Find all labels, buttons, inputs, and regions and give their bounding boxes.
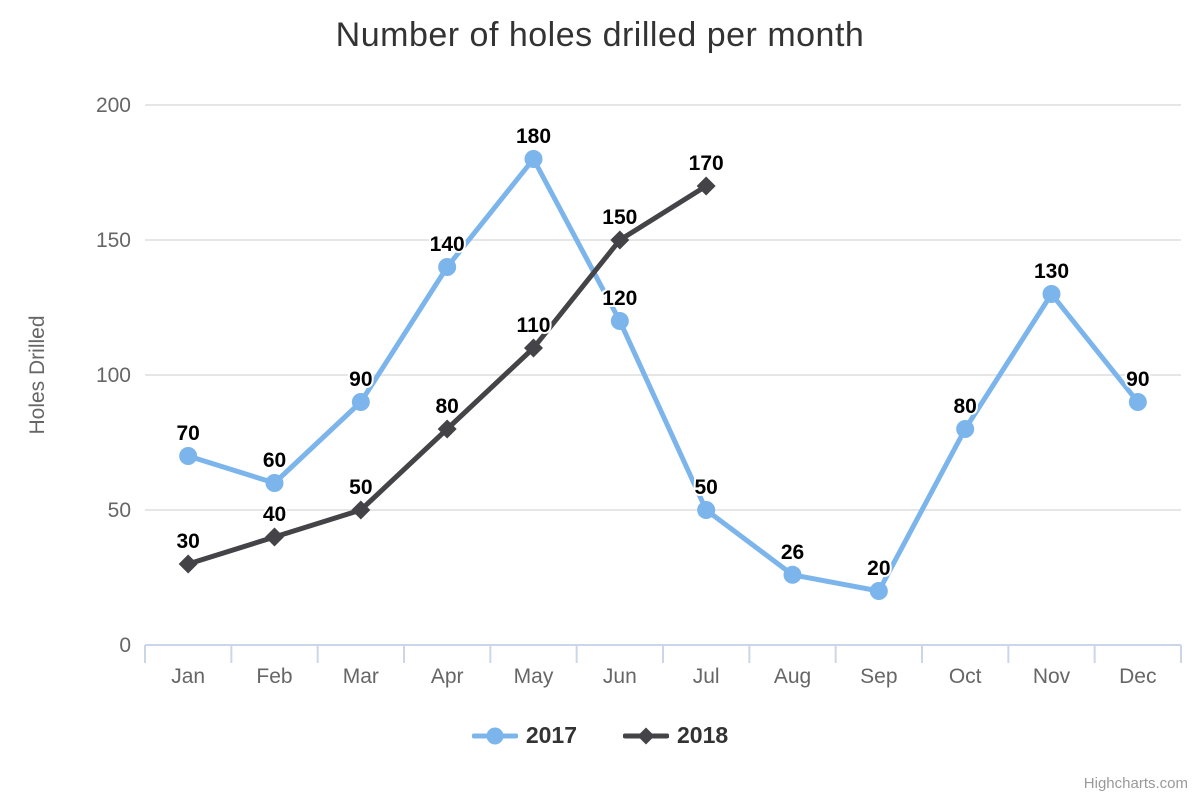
legend-label[interactable]: 2017 (525, 722, 577, 748)
x-axis-tick-label: Aug (774, 665, 811, 688)
data-point-label: 60 (263, 449, 286, 472)
data-point-label: 70 (176, 422, 199, 445)
y-axis-title: Holes Drilled (26, 315, 49, 434)
x-axis-tick-label: Mar (343, 665, 379, 688)
x-axis-tick-label: Feb (256, 665, 292, 688)
data-point-marker-circle[interactable] (1042, 285, 1061, 303)
highcharts-credits-link[interactable]: Highcharts.com (1083, 775, 1188, 792)
data-point-label: 90 (349, 368, 372, 391)
data-point-marker-circle[interactable] (697, 501, 716, 519)
data-point-label: 150 (602, 206, 637, 229)
data-point-label: 120 (602, 287, 637, 310)
x-axis-tick-label: Nov (1033, 665, 1071, 688)
data-point-marker-diamond[interactable] (178, 554, 198, 574)
data-point-label: 30 (176, 530, 199, 553)
data-point-marker-circle[interactable] (265, 474, 284, 492)
x-axis-tick-label: Apr (431, 665, 464, 688)
data-point-label: 80 (953, 395, 976, 418)
x-axis-tick-label: Jan (171, 665, 205, 688)
y-axis-tick-label: 150 (96, 229, 131, 252)
data-point-label: 50 (694, 476, 717, 499)
data-point-marker-circle[interactable] (438, 258, 457, 276)
data-point-label: 90 (1126, 368, 1149, 391)
x-axis-tick-label: Dec (1119, 665, 1156, 688)
legend: 2017 2018 (0, 722, 1200, 749)
data-point-label: 110 (517, 314, 551, 337)
data-point-marker-diamond[interactable] (610, 230, 630, 250)
data-point-label: 130 (1034, 260, 1069, 283)
data-point-marker-circle[interactable] (610, 312, 629, 330)
legend-marker-circle-icon (471, 727, 518, 744)
y-axis-tick-label: 50 (108, 499, 131, 522)
x-axis-tick-label: Jun (603, 665, 637, 688)
data-point-label: 180 (516, 125, 551, 148)
legend-label[interactable]: 2018 (677, 722, 729, 748)
data-point-marker-circle[interactable] (524, 150, 543, 168)
data-point-marker-circle[interactable] (179, 447, 198, 465)
data-point-label: 170 (689, 152, 724, 175)
legend-marker-diamond-icon (623, 727, 669, 744)
data-point-marker-diamond[interactable] (437, 419, 457, 439)
data-point-marker-circle[interactable] (869, 582, 888, 600)
data-point-label: 140 (430, 233, 465, 256)
y-axis-tick-label: 100 (96, 364, 131, 387)
y-axis-tick-label: 200 (96, 94, 131, 117)
chart-title: Number of holes drilled per month (335, 16, 865, 54)
data-point-marker-diamond[interactable] (524, 338, 543, 358)
data-point-label: 50 (349, 476, 372, 499)
data-point-marker-circle[interactable] (351, 393, 370, 411)
data-point-marker-diamond[interactable] (351, 500, 371, 520)
y-axis-tick-label: 0 (119, 634, 131, 657)
data-point-marker-circle[interactable] (1128, 393, 1147, 411)
data-point-marker-diamond[interactable] (696, 176, 716, 196)
data-point-marker-circle[interactable] (956, 420, 975, 438)
series-line-2017 (185, 156, 1141, 594)
data-point-label: 26 (781, 541, 804, 564)
x-axis-tick-label: Sep (860, 665, 897, 688)
legend-item-2017[interactable]: 2017 (471, 722, 577, 749)
x-axis-tick-label: Jul (693, 665, 720, 688)
data-point-marker-diamond[interactable] (265, 527, 284, 547)
data-point-label: 40 (263, 503, 286, 526)
data-point-label: 20 (867, 557, 890, 580)
legend-item-2018[interactable]: 2018 (623, 722, 728, 749)
x-axis-tick-label: May (514, 665, 554, 688)
data-point-marker-circle[interactable] (783, 565, 802, 584)
data-point-label: 80 (435, 395, 458, 418)
x-axis-tick-label: Oct (949, 665, 982, 688)
